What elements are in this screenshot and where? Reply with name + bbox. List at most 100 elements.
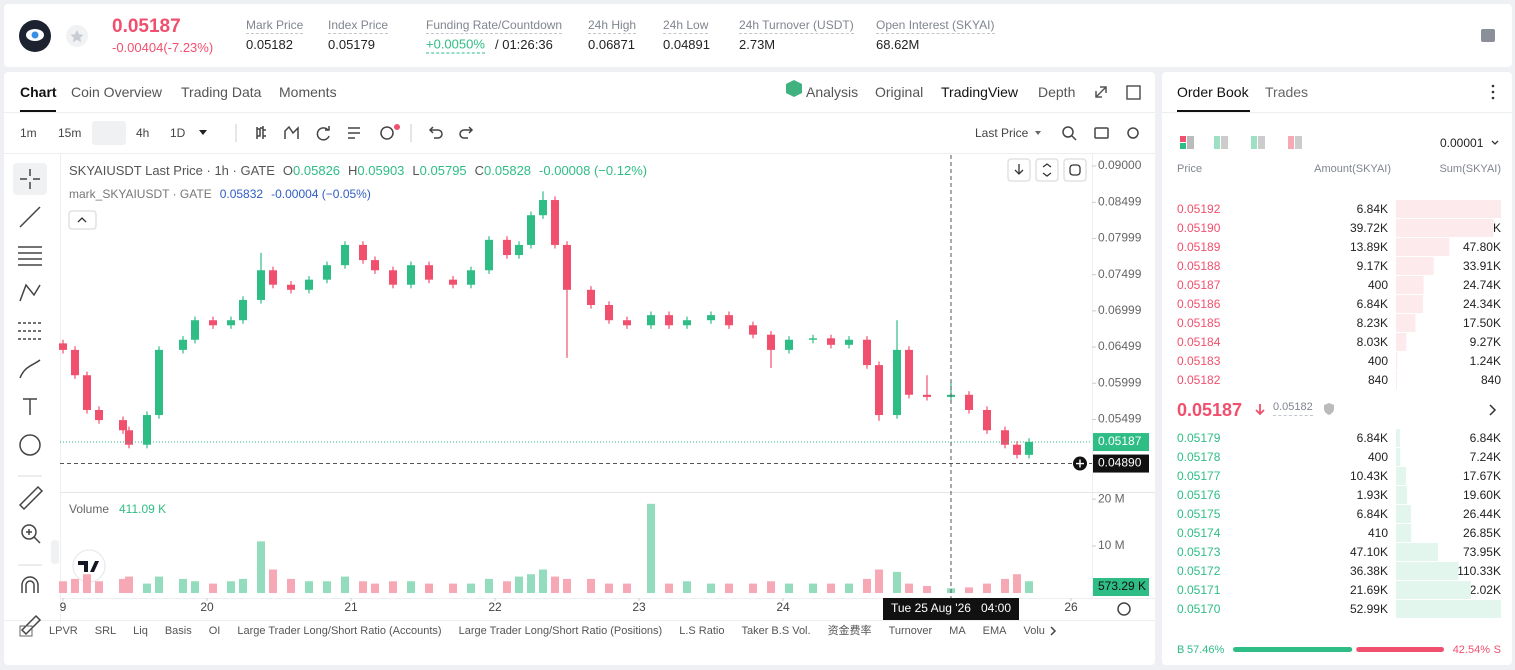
stat-label: 24h Low	[663, 18, 709, 34]
book-sum: 185.01K	[1456, 602, 1501, 616]
book-price[interactable]: 0.05185	[1177, 316, 1221, 330]
book-price[interactable]: 0.05172	[1177, 564, 1221, 578]
stat-value: 0.05182	[246, 37, 293, 52]
indicator[interactable]: Large Trader Long/Short Ratio (Accounts)	[237, 625, 442, 637]
indicator[interactable]: MA	[949, 625, 966, 637]
book-price[interactable]: 0.05178	[1177, 450, 1221, 464]
view-option[interactable]: Analysis	[806, 84, 859, 100]
stat-value: 0.06871	[588, 37, 635, 52]
view-option[interactable]: Depth	[1038, 84, 1076, 100]
book-price[interactable]: 0.05192	[1177, 202, 1221, 216]
book-amount: 400	[1367, 278, 1388, 292]
book-sum: 87.52K	[1462, 221, 1501, 235]
book-price[interactable]: 0.05179	[1177, 431, 1221, 445]
ohlc-value: 0.05795	[419, 163, 467, 178]
book-sum: 1.24K	[1469, 354, 1501, 368]
book-price[interactable]: 0.05184	[1177, 335, 1221, 349]
book-price[interactable]: 0.05187	[1177, 278, 1221, 292]
book-sum: 19.60K	[1462, 488, 1501, 502]
view-option[interactable]: Original	[875, 84, 924, 100]
indicator[interactable]: SRL	[94, 625, 117, 637]
indicator[interactable]: L.S Ratio	[679, 625, 725, 637]
indicator[interactable]: Large Trader Long/Short Ratio (Positions…	[458, 625, 663, 637]
indicator[interactable]: Turnover	[888, 625, 933, 637]
stat-label: 24h Turnover (USDT)	[739, 18, 854, 34]
mark-name: mark_SKYAIUSDT · GATE	[69, 187, 212, 201]
book-sum: 132.02K	[1456, 583, 1501, 597]
stat-value: 68.62M	[876, 37, 920, 52]
book-price[interactable]: 0.05182	[1177, 373, 1221, 387]
indicator[interactable]: Basis	[164, 625, 192, 637]
ohlc-change: -0.00008 (−0.12%)	[539, 163, 648, 178]
book-price[interactable]: 0.05183	[1177, 354, 1221, 368]
chart-title: SKYAIUSDT Last Price · 1h · GATE	[69, 163, 275, 178]
book-amount: 840	[1367, 373, 1388, 387]
interval[interactable]: 15m	[58, 126, 82, 140]
book-amount: 410	[1367, 526, 1388, 540]
view-option[interactable]: TradingView	[941, 84, 1019, 100]
indicator[interactable]: Liq	[133, 625, 148, 637]
stat-label: Mark Price	[246, 18, 304, 34]
stat-value: 0.05179	[328, 37, 375, 52]
book-sum: 47.80K	[1462, 240, 1501, 254]
stat-value: 2.73M	[739, 37, 776, 52]
column-header: Sum(SKYAI)	[1439, 163, 1501, 175]
book-amount: 6.84K	[1356, 202, 1388, 216]
book-price[interactable]: 0.05176	[1177, 488, 1221, 502]
interval[interactable]: 1m	[20, 126, 37, 140]
stat-label: Funding Rate/Countdown	[426, 18, 563, 34]
book-price[interactable]: 0.05186	[1177, 297, 1221, 311]
price-source[interactable]: Last Price	[975, 126, 1029, 140]
ohlc-value: 0.05903	[357, 163, 405, 178]
book-sum: 24.34K	[1462, 297, 1501, 311]
sell-ratio: 42.54%	[1452, 644, 1490, 656]
book-sum: 17.67K	[1462, 469, 1501, 483]
book-amount: 400	[1367, 450, 1388, 464]
chart-tab[interactable]: Trading Data	[181, 84, 262, 100]
column-header: Price	[1177, 163, 1203, 175]
chart-tab[interactable]: Coin Overview	[71, 84, 163, 100]
book-price[interactable]: 0.05170	[1177, 602, 1221, 616]
book-amount: 6.84K	[1356, 297, 1388, 311]
chart-tab[interactable]: Chart	[20, 84, 57, 100]
indicator[interactable]: Taker B.S Vol.	[741, 625, 811, 637]
book-price[interactable]: 0.05188	[1177, 259, 1221, 273]
interval[interactable]: 1D	[170, 126, 186, 140]
book-price[interactable]: 0.05190	[1177, 221, 1221, 235]
indicator[interactable]: 资金费率	[827, 625, 872, 637]
book-amount: 400	[1367, 354, 1388, 368]
book-amount: 39.72K	[1349, 221, 1388, 235]
stat-value[interactable]: +0.0050%	[426, 36, 485, 54]
indicator[interactable]: Volu	[1023, 625, 1045, 637]
tick-size[interactable]: 0.00001	[1440, 136, 1484, 150]
book-amount: 8.03K	[1356, 335, 1388, 349]
countdown: / 01:26:36	[495, 37, 553, 52]
book-amount: 1.93K	[1356, 488, 1388, 502]
interval[interactable]: 1h	[102, 126, 117, 140]
interval[interactable]: 4h	[136, 126, 150, 140]
chart-tab[interactable]: Moments	[279, 84, 337, 100]
book-sum: 9.27K	[1469, 335, 1501, 349]
book-price[interactable]: 0.05173	[1177, 545, 1221, 559]
book-price[interactable]: 0.05175	[1177, 507, 1221, 521]
book-amount: 9.17K	[1356, 259, 1388, 273]
ohlc-value: 0.05828	[484, 163, 532, 178]
last-price: 0.05187	[112, 16, 181, 37]
book-sum: 7.24K	[1469, 450, 1501, 464]
book-sum: 24.74K	[1462, 278, 1501, 292]
book-amount: 47.10K	[1349, 545, 1388, 559]
book-tab[interactable]: Trades	[1265, 84, 1309, 100]
indicator[interactable]: EMA	[982, 625, 1007, 637]
indicator[interactable]: LPVR	[49, 625, 78, 637]
stat-label: Open Interest (SKYAI)	[876, 18, 995, 34]
book-price[interactable]: 0.05171	[1177, 583, 1221, 597]
indicator[interactable]: OI	[208, 625, 221, 637]
book-price[interactable]: 0.05189	[1177, 240, 1221, 254]
mark-change: -0.00004 (−0.05%)	[271, 187, 371, 201]
book-price[interactable]: 0.05174	[1177, 526, 1221, 540]
mark-value: 0.05832	[219, 187, 264, 201]
book-price[interactable]: 0.05177	[1177, 469, 1221, 483]
book-tab[interactable]: Order Book	[1177, 84, 1249, 100]
chart-legend: SKYAIUSDT Last Price · 1h · GATE O 0.05826…	[69, 163, 647, 179]
